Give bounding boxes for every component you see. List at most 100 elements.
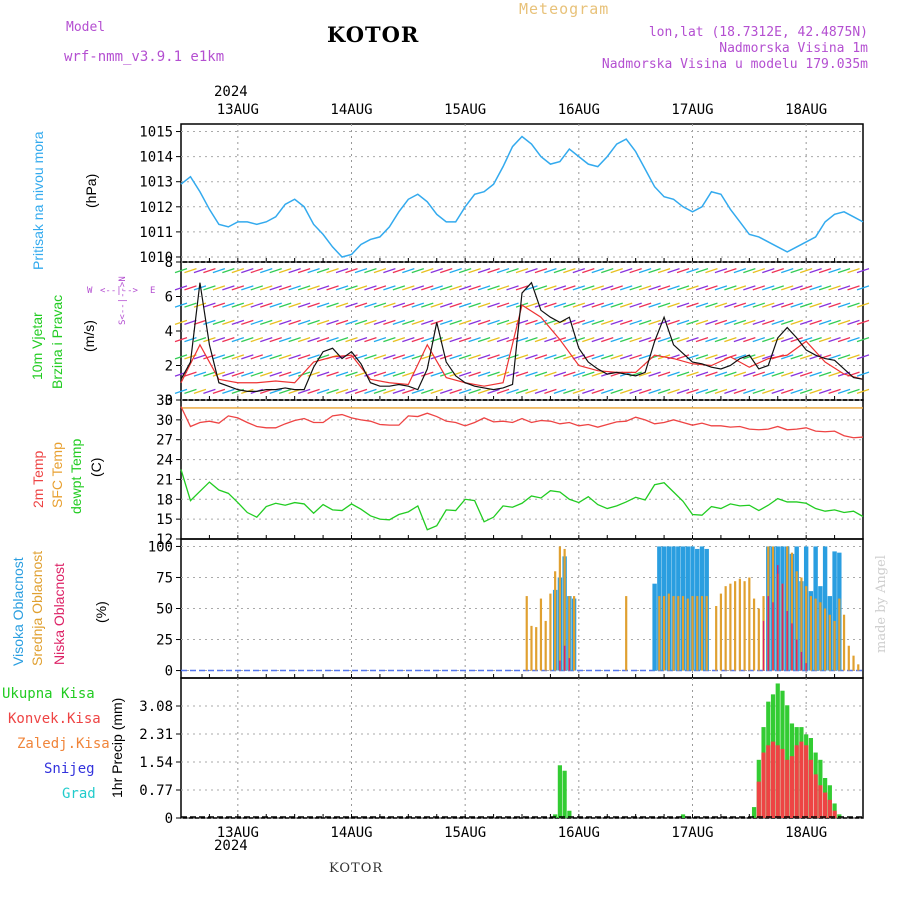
- wind-barb: [458, 319, 472, 325]
- precip-bar: [761, 752, 766, 818]
- x-tick-label-top: 18AUG: [785, 102, 827, 118]
- cloud-bar: [563, 548, 566, 671]
- wind-barb: [544, 371, 557, 377]
- wind-barb: [458, 354, 472, 360]
- y-tick-label: 18: [156, 492, 173, 508]
- wind-barb: [676, 337, 690, 343]
- wind-barb: [638, 354, 652, 360]
- wind-barb: [354, 285, 368, 291]
- wind-barb: [724, 302, 737, 308]
- wind-barb: [506, 268, 519, 274]
- wind-barb: [345, 302, 358, 308]
- wind-barb: [714, 285, 728, 291]
- wind-barb: [184, 388, 197, 394]
- panel-frame: [180, 399, 864, 540]
- wind-barb: [818, 302, 832, 308]
- wind-barb: [468, 268, 481, 274]
- cloud-bar: [743, 581, 746, 671]
- y-tick-label: 1011: [139, 225, 173, 241]
- cloud-bar: [832, 551, 837, 671]
- wind-barb: [269, 319, 282, 325]
- wind-barb: [231, 337, 245, 343]
- wind-barb: [487, 354, 500, 360]
- y-tick-label: 2: [165, 359, 173, 375]
- wind-barb: [771, 319, 784, 325]
- wind-barb: [373, 354, 387, 360]
- wind-barb: [345, 285, 358, 291]
- wind-barb: [440, 371, 453, 377]
- wind-barb: [714, 268, 728, 274]
- wind-barb: [487, 285, 500, 291]
- cloud-bar: [691, 596, 694, 671]
- cloud-bar: [748, 577, 751, 671]
- x-tick-label-top: 14AUG: [330, 102, 372, 118]
- wind-barb: [752, 354, 765, 360]
- wind-barb: [212, 268, 226, 274]
- wind-barb: [847, 302, 860, 308]
- wind-barb: [316, 302, 330, 308]
- wind-barb: [837, 285, 851, 291]
- wind-barb: [506, 371, 519, 377]
- wind-barb: [203, 319, 216, 325]
- wind-barb: [724, 371, 737, 377]
- x-tick-label-top: 16AUG: [558, 102, 600, 118]
- y-tick-label: 25: [156, 633, 173, 649]
- wind-barb: [269, 371, 282, 377]
- wind-barb: [799, 354, 813, 360]
- wind-barb: [809, 371, 822, 377]
- wind-barb: [402, 319, 415, 325]
- wind-barb: [733, 354, 747, 360]
- wind-barb: [392, 285, 406, 291]
- wind-barb: [695, 354, 709, 360]
- cloud-bar: [757, 608, 760, 671]
- wind-barb: [174, 337, 188, 343]
- cloud-bar: [781, 583, 784, 671]
- wind-barb: [790, 337, 803, 343]
- wind-barb: [392, 388, 406, 394]
- wind-barb: [260, 371, 273, 377]
- wind-barb: [440, 285, 453, 291]
- wind-barb: [837, 319, 851, 325]
- wind-barb: [458, 388, 472, 394]
- wind-barb: [629, 337, 642, 343]
- wind-barb: [544, 337, 557, 343]
- cloud-bar: [762, 620, 765, 671]
- wind-barb: [591, 268, 604, 274]
- wind-barb: [279, 388, 292, 394]
- wind-barb: [487, 337, 500, 343]
- wind-barb: [837, 388, 851, 394]
- y-tick-label: 50: [156, 602, 173, 618]
- wind-barb: [686, 371, 699, 377]
- wind-barb: [184, 285, 197, 291]
- wind-barb: [184, 337, 197, 343]
- wind-barb: [648, 371, 661, 377]
- wind-barb: [601, 337, 614, 343]
- wind-barb: [686, 285, 699, 291]
- wind-barb: [781, 337, 794, 343]
- wind-barb: [449, 268, 462, 274]
- wind-barb: [572, 268, 586, 274]
- cloud-bar: [791, 623, 793, 671]
- cloud-bar: [852, 655, 855, 671]
- wind-barb: [799, 388, 813, 394]
- wind-barb: [620, 354, 633, 360]
- wind-barb: [620, 337, 633, 343]
- wind-barb: [279, 371, 292, 377]
- wind-barb: [477, 302, 491, 308]
- wind-barb: [695, 337, 709, 343]
- wind-barb: [326, 388, 339, 394]
- wind-barb: [629, 354, 642, 360]
- wind-barb: [629, 388, 642, 394]
- wind-barb: [335, 337, 349, 343]
- wind-barb: [648, 302, 661, 308]
- wind-barb: [222, 319, 235, 325]
- wind-barb: [809, 337, 822, 343]
- cloud-bar: [549, 593, 552, 671]
- wind-barb: [544, 354, 557, 360]
- wind-barb: [222, 285, 235, 291]
- wind-barb: [326, 337, 339, 343]
- wind-barb: [373, 337, 387, 343]
- wind-barb: [638, 302, 652, 308]
- cloud-bar: [530, 625, 533, 671]
- cloud-bar: [819, 602, 822, 671]
